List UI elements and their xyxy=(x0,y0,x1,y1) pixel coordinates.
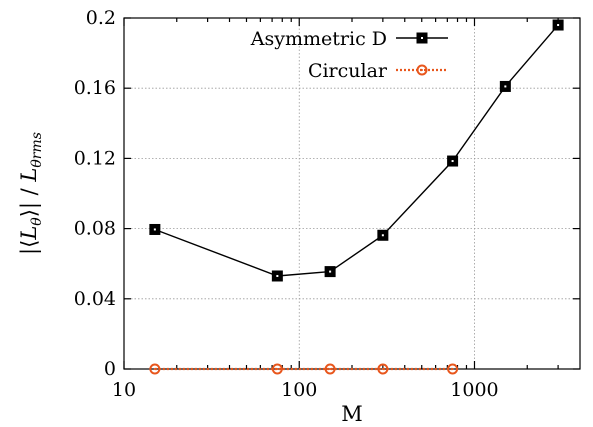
data-point-square-center xyxy=(504,85,507,88)
data-point-circle xyxy=(447,363,459,375)
legend-label: Asymmetric D xyxy=(250,28,387,50)
data-point-circle-center xyxy=(153,368,156,370)
data-point-circle xyxy=(149,363,161,375)
data-point-circle-center xyxy=(451,368,454,370)
axis-ticks: 0 0.04 0.08 0.12 0.16 0.2 10 100 1000 xyxy=(74,7,580,401)
x-axis-title: M xyxy=(341,402,363,426)
series-1 xyxy=(149,363,459,375)
y-tick-label: 0.16 xyxy=(74,77,116,99)
data-point-circle-center xyxy=(381,368,384,370)
legend-marker-center xyxy=(421,69,423,71)
y-tick-label: 0 xyxy=(104,358,116,380)
y-axis-title-theta-rms: θrms xyxy=(29,132,45,168)
legend-label: Circular xyxy=(308,60,388,82)
y-tick-label: 0.2 xyxy=(86,7,116,29)
y-axis-title-L2: L xyxy=(17,168,41,183)
x-tick-label: 1000 xyxy=(450,379,498,401)
data-point-square-center xyxy=(276,274,279,277)
legend-marker-center xyxy=(421,37,423,39)
data-point-circle-center xyxy=(276,368,279,370)
data-point-square-center xyxy=(451,160,454,163)
data-point-square-center xyxy=(153,228,156,231)
data-point-circle xyxy=(324,363,336,375)
y-tick-label: 0.04 xyxy=(74,288,116,310)
data-point-square-center xyxy=(381,234,384,237)
y-axis-title-close: ⟩| / xyxy=(17,182,42,218)
legend: Asymmetric D Circular xyxy=(250,28,448,82)
data-point-square-center xyxy=(557,24,560,27)
legend-marker xyxy=(416,64,428,76)
data-point-circle xyxy=(377,363,389,375)
y-axis-title-theta: θ xyxy=(29,217,45,226)
y-axis-title: |⟨Lθ⟩| / Lθrms xyxy=(17,132,45,255)
y-axis-title-open: |⟨ xyxy=(17,240,42,255)
data-point-circle xyxy=(271,363,283,375)
x-tick-label: 100 xyxy=(281,379,317,401)
y-tick-label: 0.12 xyxy=(74,147,116,169)
x-tick-label: 10 xyxy=(112,379,136,401)
y-tick-label: 0.08 xyxy=(74,218,116,240)
series-0 xyxy=(149,19,564,282)
grid-lines xyxy=(124,18,580,369)
data-point-circle-center xyxy=(329,368,332,370)
series-layer xyxy=(149,19,564,375)
y-axis-title-L: L xyxy=(17,226,41,241)
data-point-square-center xyxy=(329,270,332,273)
